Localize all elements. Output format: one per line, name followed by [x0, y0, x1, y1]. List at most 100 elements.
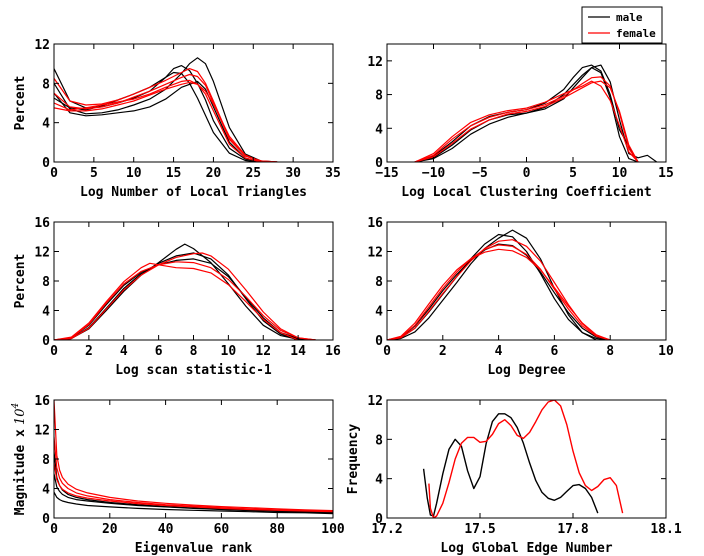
series-line-male: [387, 233, 611, 340]
y-tick-label: 16: [34, 394, 50, 409]
x-tick-label: 14: [290, 344, 306, 359]
x-tick-label: 5: [90, 166, 98, 181]
x-tick-label: 2: [439, 344, 447, 359]
x-tick-label: 20: [102, 522, 118, 537]
x-tick-label: 17.8: [557, 522, 588, 537]
series-line-male: [54, 491, 333, 515]
y-tick-label: 4: [42, 483, 50, 498]
series-line-female: [54, 400, 333, 512]
x-axis-label: Log Degree: [487, 363, 565, 378]
x-tick-label: 6: [550, 344, 558, 359]
x-tick-label: 10: [658, 344, 674, 359]
x-tick-label: 5: [569, 166, 577, 181]
series-line-female: [54, 252, 316, 340]
series-line-male: [54, 258, 316, 340]
series-group: [54, 57, 278, 162]
y-tick-label: 12: [34, 246, 50, 261]
series-line-female: [54, 261, 316, 340]
y-tick-label: 0: [42, 334, 50, 349]
series-line-female: [414, 80, 639, 162]
x-tick-label: 2: [85, 344, 93, 359]
y-tick-label: 4: [42, 305, 50, 320]
x-tick-label: −10: [422, 166, 446, 181]
y-axis-label: Frequency: [346, 424, 361, 495]
y-tick-label: 8: [375, 433, 383, 448]
panel-p5: 0 20 40 60 80 100 0 4 8 12 16 Eigenvalue rank Magnit…: [11, 394, 345, 556]
y-tick-label: 8: [375, 275, 383, 290]
series-line-male: [54, 80, 262, 162]
y-tick-label: 8: [42, 453, 50, 468]
x-axis-label: Log Local Clustering Coefficient: [401, 185, 651, 200]
x-tick-label: 0: [383, 344, 391, 359]
x-tick-label: 0: [523, 166, 531, 181]
panel-p1: 0 5 10 15 20 25 30 35 0 4 8 12 Log Number of Local T…: [13, 38, 341, 200]
x-tick-label: 8: [190, 344, 198, 359]
x-tick-label: 40: [158, 522, 174, 537]
x-axis-label: Log Number of Local Triangles: [80, 185, 307, 200]
series-group: [54, 243, 316, 340]
series-group: [414, 64, 658, 162]
x-tick-label: 0: [50, 166, 58, 181]
y-tick-label: 16: [367, 216, 383, 231]
y-tick-label: 12: [34, 38, 50, 53]
series-line-male: [422, 413, 599, 517]
y-tick-label: 12: [34, 424, 50, 439]
series-line-female: [54, 462, 333, 513]
y-tick-label: 0: [42, 156, 50, 171]
x-tick-label: −5: [472, 166, 488, 181]
x-tick-label: −15: [375, 166, 398, 181]
x-tick-label: 10: [126, 166, 142, 181]
x-tick-label: 60: [214, 522, 230, 537]
y-tick-label: 8: [42, 275, 50, 290]
x-tick-label: 15: [658, 166, 674, 181]
series-line-female: [414, 76, 639, 162]
y-tick-label: 12: [367, 394, 383, 409]
axes-frame: [386, 221, 667, 341]
x-tick-label: 16: [325, 344, 341, 359]
x-tick-label: 35: [325, 166, 341, 181]
x-axis-label: Eigenvalue rank: [135, 541, 253, 556]
y-axis-label-exponent-base: 10: [13, 408, 28, 429]
x-tick-label: 30: [285, 166, 301, 181]
x-tick-label: 0: [50, 344, 58, 359]
x-axis-label: Log Global Edge Number: [440, 541, 612, 556]
y-tick-label: 12: [367, 55, 383, 70]
legend: male female: [581, 6, 663, 44]
y-axis-label: Magnitude x 104: [11, 402, 28, 515]
series-line-female: [54, 262, 299, 340]
y-tick-label: 4: [375, 305, 383, 320]
series-line-female: [387, 248, 611, 340]
x-tick-label: 15: [166, 166, 182, 181]
x-tick-label: 17.5: [464, 522, 495, 537]
series-line-male: [387, 243, 611, 340]
y-tick-label: 8: [42, 77, 50, 92]
y-axis-label: Percent: [13, 254, 28, 309]
series-line-male: [414, 64, 639, 162]
x-tick-label: 80: [269, 522, 285, 537]
x-tick-label: 12: [255, 344, 271, 359]
panel-p3: 0 2 4 6 8 10 12 14 16 0 4 8 12 16 Log scan statistic-1…: [13, 216, 341, 378]
series-line-male: [54, 243, 316, 340]
series-group: [422, 400, 624, 518]
legend-label-male: male: [616, 11, 643, 24]
x-tick-label: 18.1: [650, 522, 681, 537]
x-tick-label: 4: [120, 344, 128, 359]
series-line-female: [387, 244, 611, 340]
x-tick-label: 10: [612, 166, 628, 181]
legend-label-female: female: [616, 27, 656, 40]
x-tick-label: 17.2: [371, 522, 402, 537]
y-tick-label: 0: [42, 512, 50, 527]
y-tick-label: 0: [375, 334, 383, 349]
y-tick-label: 8: [375, 89, 383, 104]
series-line-female: [414, 80, 639, 162]
axes-frame: [386, 43, 667, 163]
series-line-female: [428, 400, 624, 518]
panel-p2: −15 −10 −5 0 5 10 15 0 4 8 12 Log Local Clustering …: [367, 43, 674, 200]
x-tick-label: 0: [50, 522, 58, 537]
x-tick-label: 25: [245, 166, 261, 181]
series-line-female: [54, 79, 262, 162]
x-tick-label: 8: [606, 344, 614, 359]
panel-p4: 0 2 4 6 8 10 0 4 8 12 16 Log Degree: [367, 216, 674, 378]
x-tick-label: 100: [321, 522, 345, 537]
